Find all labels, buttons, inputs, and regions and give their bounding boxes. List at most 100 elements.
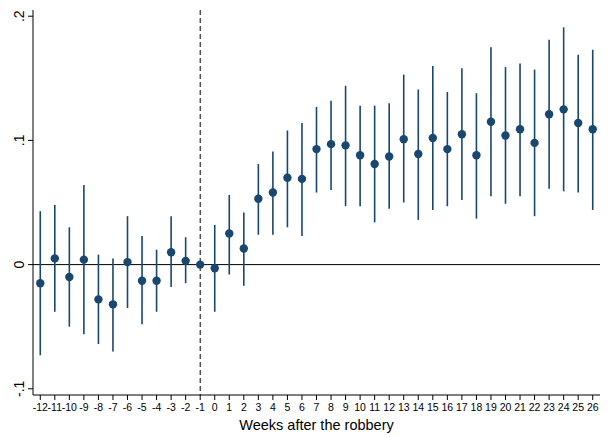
plot-area [33,10,600,395]
x-tick-label: 11 [369,401,380,413]
x-tick-label: 5 [285,401,291,413]
x-tick [389,395,390,400]
x-tick-label: 9 [343,401,349,413]
point [167,248,175,256]
x-tick [287,395,288,400]
y-axis [33,10,34,395]
x-tick [592,395,593,400]
x-tick-label: 26 [587,401,599,413]
y-tick-label: .1 [11,134,27,146]
y-tick-label: -.1 [11,380,27,397]
point [516,125,524,133]
x-tick-label: 13 [398,401,410,413]
point [429,134,437,142]
y-tick [28,140,33,141]
x-tick-label: -7 [108,401,117,413]
x-tick [98,395,99,400]
x-tick-label: 14 [412,401,424,413]
x-tick [490,395,491,400]
point [400,135,408,143]
point [559,105,567,113]
point [51,254,59,262]
x-tick-label: -10 [62,401,77,413]
y-tick [28,388,33,389]
y-tick-label: 0 [11,260,27,268]
x-tick [171,395,172,400]
point [530,139,538,147]
x-tick [403,395,404,400]
x-tick [549,395,550,400]
x-tick-label: 21 [514,401,526,413]
x-tick-label: 17 [456,401,468,413]
y-tick [28,264,33,265]
point [574,119,582,127]
point [341,141,349,149]
point [240,244,248,252]
x-tick [331,395,332,400]
point [472,151,480,159]
point [487,118,495,126]
point [414,150,422,158]
x-tick [301,395,302,400]
x-tick [214,395,215,400]
x-tick [578,395,579,400]
x-tick-label: -1 [196,401,205,413]
x-tick-label: 20 [500,401,512,413]
point [458,130,466,138]
x-tick-label: -11 [48,401,63,413]
point [356,151,364,159]
x-tick-label: -5 [137,401,146,413]
x-tick-label: 22 [529,401,541,413]
point [80,255,88,263]
x-tick [127,395,128,400]
x-tick-label: 10 [354,401,366,413]
point [211,264,219,272]
x-tick [229,395,230,400]
x-tick-label: 18 [471,401,483,413]
x-tick [40,395,41,400]
event-line [200,10,201,395]
x-tick-label: -4 [152,401,161,413]
x-tick [243,395,244,400]
x-tick-label: 24 [558,401,570,413]
x-tick [200,395,201,400]
x-tick [520,395,521,400]
x-tick-label: 0 [212,401,218,413]
point [196,260,204,268]
y-tick-label: .2 [11,10,27,22]
x-tick [534,395,535,400]
point [589,125,597,133]
y-tick [28,16,33,17]
x-tick-label: 15 [427,401,439,413]
zero-line [33,264,600,265]
x-tick-label: -8 [94,401,103,413]
x-tick [142,395,143,400]
x-tick [185,395,186,400]
x-tick-label: 25 [572,401,584,413]
x-tick [156,395,157,400]
point [254,195,262,203]
x-tick [69,395,70,400]
x-tick-label: 19 [485,401,497,413]
x-tick-label: 4 [270,401,276,413]
x-tick [447,395,448,400]
x-tick-label: -3 [166,401,175,413]
x-tick-label: -2 [181,401,190,413]
x-tick [432,395,433,400]
x-tick [360,395,361,400]
point [385,152,393,160]
x-tick-label: -9 [79,401,88,413]
x-tick-label: 1 [226,401,232,413]
point [298,175,306,183]
x-tick [345,395,346,400]
x-tick-label: 7 [314,401,320,413]
x-tick-label: 16 [442,401,454,413]
x-tick-label: 23 [543,401,555,413]
x-tick-label: 12 [383,401,395,413]
x-tick-label: -6 [123,401,132,413]
x-tick [374,395,375,400]
x-tick-label: 8 [328,401,334,413]
point [312,145,320,153]
x-tick [54,395,55,400]
x-tick [83,395,84,400]
